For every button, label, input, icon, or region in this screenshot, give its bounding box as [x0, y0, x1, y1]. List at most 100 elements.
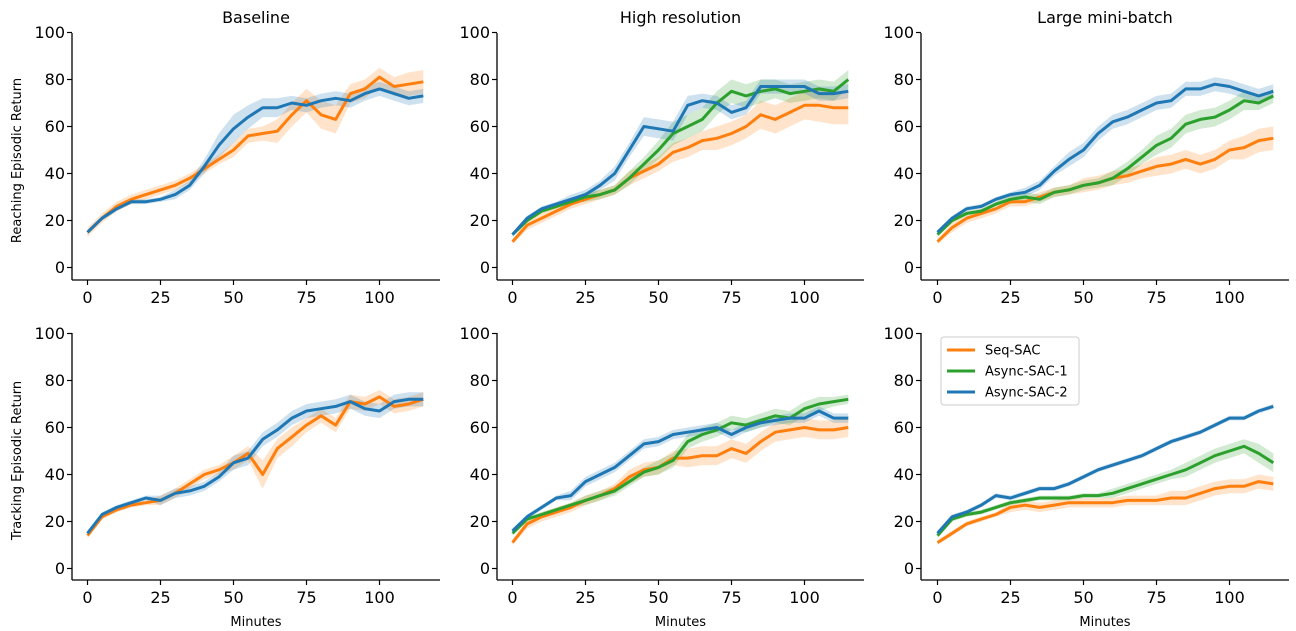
series-band-async-sac-2 [87, 392, 424, 536]
x-tick-label: 75 [296, 288, 316, 307]
y-tick-label: 40 [894, 465, 914, 484]
y-tick-label: 60 [894, 418, 914, 437]
series-line-seq-sac [86, 395, 424, 537]
y-tick-label: 0 [55, 559, 65, 578]
series-band-seq-sac [512, 88, 849, 245]
y-tick-label: 60 [470, 418, 490, 437]
x-tick-label: 100 [789, 588, 820, 607]
series-line-async-sac-2 [86, 87, 424, 234]
y-tick-label: 100 [459, 23, 490, 42]
y-tick-label: 0 [480, 559, 490, 578]
y-tick-label: 40 [470, 164, 490, 183]
y-tick-label: 20 [894, 512, 914, 531]
x-tick-label: 100 [789, 288, 820, 307]
x-tick-label: 0 [507, 288, 517, 307]
x-tick-label: 50 [648, 288, 668, 307]
series-line-seq-sac [511, 103, 849, 243]
y-tick-label: 0 [904, 559, 914, 578]
legend-box [940, 336, 1080, 406]
x-tick-label: 75 [1146, 288, 1166, 307]
series-band-async-sac-2 [937, 77, 1274, 235]
subplot-title: High resolution [620, 8, 741, 27]
series-band-async-sac-2 [512, 406, 849, 534]
series-line-async-sac-2 [936, 82, 1274, 234]
y-tick-label: 100 [34, 23, 65, 42]
series-line-seq-sac [86, 75, 424, 234]
subplot-1: 0 20 40 60 80 100 0 25 50 75 100 Baseline Reaching E… [10, 8, 440, 307]
y-tick-label: 100 [883, 23, 914, 42]
x-axis-label: Minutes [1079, 615, 1130, 630]
y-tick-label: 20 [45, 512, 65, 531]
y-tick-label: 100 [459, 324, 490, 343]
legend-entry: Seq-SAC [985, 344, 1040, 359]
x-tick-label: 75 [721, 288, 741, 307]
series-band-async-sac-1 [937, 88, 1274, 237]
y-tick-label: 60 [894, 117, 914, 136]
subplot-6: 0 20 40 60 80 100 0 25 50 75 100 Minutes Seq-SAC Asyn… [883, 324, 1289, 630]
y-tick-label: 0 [904, 258, 914, 277]
x-tick-label: 25 [150, 588, 170, 607]
x-tick-label: 0 [932, 588, 942, 607]
x-tick-label: 50 [223, 288, 243, 307]
y-tick-label: 40 [45, 164, 65, 183]
x-tick-label: 100 [364, 288, 395, 307]
y-tick-label: 80 [45, 70, 65, 89]
y-axis-label: Tracking Episodic Return [10, 381, 25, 541]
y-tick-label: 60 [470, 117, 490, 136]
x-tick-label: 0 [507, 588, 517, 607]
x-tick-label: 100 [1214, 588, 1245, 607]
y-tick-label: 20 [45, 211, 65, 230]
x-tick-label: 25 [1000, 288, 1020, 307]
y-axis-label: Reaching Episodic Return [10, 78, 25, 243]
series-line-async-sac-1 [936, 94, 1274, 236]
series-line-async-sac-2 [511, 85, 849, 236]
series-line-async-sac-2 [936, 404, 1274, 535]
y-tick-label: 60 [45, 117, 65, 136]
x-tick-label: 0 [82, 288, 92, 307]
series-line-async-sac-1 [936, 444, 1275, 537]
x-tick-label: 100 [1214, 288, 1245, 307]
y-tick-label: 100 [34, 324, 65, 343]
y-tick-label: 20 [470, 512, 490, 531]
series-band-async-sac-2 [87, 81, 424, 235]
series-line-async-sac-1 [511, 397, 849, 535]
x-tick-label: 25 [1000, 588, 1020, 607]
y-tick-label: 0 [55, 258, 65, 277]
x-tick-label: 50 [1073, 588, 1093, 607]
subplot-3: 0 20 40 60 80 100 0 25 50 75 100 Large mini-batch [883, 8, 1289, 307]
y-tick-label: 60 [45, 418, 65, 437]
x-tick-label: 75 [1146, 588, 1166, 607]
y-tick-label: 20 [470, 211, 490, 230]
x-tick-label: 25 [575, 588, 595, 607]
subplot-2: 0 20 40 60 80 100 0 25 50 75 100 High resolution [459, 8, 864, 307]
series-band-seq-sac [937, 474, 1274, 545]
y-tick-label: 80 [470, 371, 490, 390]
y-tick-label: 100 [883, 324, 914, 343]
x-tick-label: 75 [721, 588, 741, 607]
x-tick-label: 50 [1073, 288, 1093, 307]
series-band-seq-sac [512, 418, 849, 545]
series-line-async-sac-1 [511, 78, 850, 236]
series-line-async-sac-2 [511, 409, 849, 532]
y-tick-label: 80 [894, 371, 914, 390]
legend: Seq-SAC Async-SAC-1 Async-SAC-2 [940, 336, 1080, 406]
subplot-title: Large mini-batch [1037, 8, 1173, 27]
series-band-seq-sac [937, 126, 1274, 244]
legend-entry: Async-SAC-1 [985, 365, 1068, 380]
series-line-async-sac-2 [86, 397, 424, 535]
x-tick-label: 50 [223, 588, 243, 607]
y-tick-label: 80 [470, 70, 490, 89]
x-tick-label: 0 [82, 588, 92, 607]
y-tick-label: 80 [45, 371, 65, 390]
x-tick-label: 75 [296, 588, 316, 607]
series-line-seq-sac [511, 426, 849, 544]
series-band-async-sac-1 [937, 439, 1274, 538]
y-tick-label: 40 [45, 465, 65, 484]
subplot-5: 0 20 40 60 80 100 0 25 50 75 100 Minutes [459, 324, 864, 630]
x-tick-label: 100 [364, 588, 395, 607]
subplot-4: 0 20 40 60 80 100 0 25 50 75 100 Minutes Tracking Ep… [10, 324, 440, 630]
y-tick-label: 40 [470, 465, 490, 484]
series-line-seq-sac [936, 480, 1274, 544]
x-tick-label: 25 [150, 288, 170, 307]
